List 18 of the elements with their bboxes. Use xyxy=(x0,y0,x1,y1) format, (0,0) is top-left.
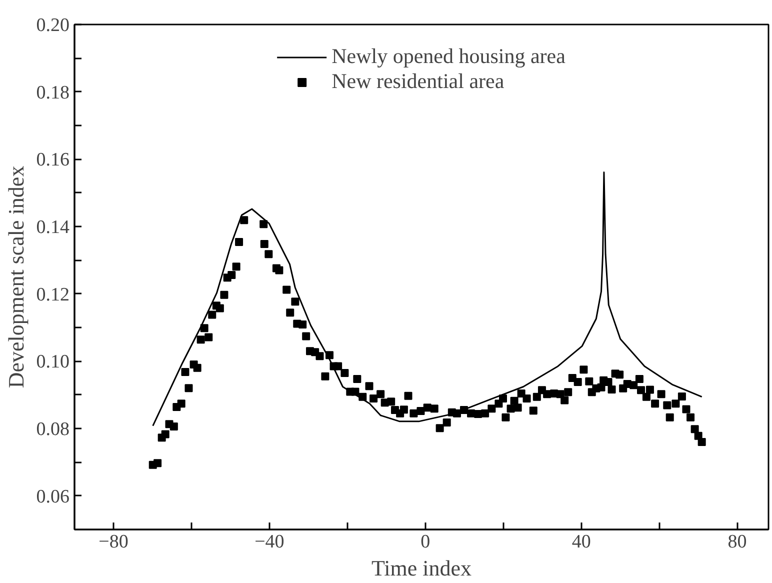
y-axis-title: Development scale index xyxy=(3,166,28,388)
x-tick-label: −40 xyxy=(254,532,284,552)
y-tick-label: 0.12 xyxy=(36,284,70,306)
legend-label: New residential area xyxy=(332,69,504,94)
y-tick-label: 0.20 xyxy=(36,15,70,36)
y-tick-label: 0.16 xyxy=(36,150,70,171)
y-tick-label: 0.14 xyxy=(36,217,70,238)
y-tick-label: 0.18 xyxy=(36,82,70,104)
y-tick-label: 0.10 xyxy=(36,352,70,373)
x-tick-label: 40 xyxy=(572,532,591,552)
y-tick-label: 0.06 xyxy=(36,486,70,508)
y-tick-label: 0.08 xyxy=(36,419,70,440)
x-tick-label: 80 xyxy=(728,532,747,552)
legend-label: Newly opened housing area xyxy=(332,44,566,69)
line-series xyxy=(152,172,703,427)
x-tick-label: 0 xyxy=(420,532,430,552)
x-tick-label: −80 xyxy=(98,532,128,552)
x-axis-title: Time index xyxy=(371,556,472,580)
